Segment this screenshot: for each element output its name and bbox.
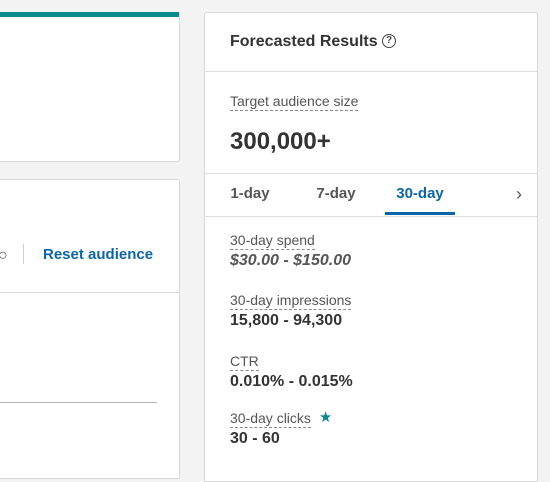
metric-impressions-label: 30-day impressions <box>230 292 352 310</box>
metric-spend-label: 30-day spend <box>230 232 315 250</box>
chevron-right-icon[interactable]: › <box>516 184 522 204</box>
target-audience-size-value: 300,000+ <box>230 128 331 155</box>
metric-impressions-value: 15,800 - 94,300 <box>230 312 343 329</box>
metric-ctr-value: 0.010% - 0.015% <box>230 373 353 390</box>
cropped-icon: ○ <box>0 247 8 264</box>
metric-clicks-label: 30-day clicks <box>230 410 311 428</box>
vertical-divider <box>23 244 24 264</box>
left-top-card <box>0 12 180 162</box>
metric-clicks: 30-day clicks ★ 30 - 60 <box>230 410 332 448</box>
tab-1-day[interactable]: 1-day <box>230 185 270 202</box>
input-underline[interactable] <box>0 402 157 403</box>
card-accent-bar <box>0 12 179 17</box>
metric-clicks-value: 30 - 60 <box>230 430 280 447</box>
target-audience-size-label: Target audience size <box>230 93 359 111</box>
metric-ctr: CTR 0.010% - 0.015% <box>230 353 353 391</box>
metric-spend-value: $30.00 - $150.00 <box>230 252 351 269</box>
section-divider <box>0 292 179 293</box>
forecasted-results-panel: Forecasted Results ? Target audience siz… <box>204 12 538 482</box>
star-icon: ★ <box>318 409 333 426</box>
panel-title: Forecasted Results <box>230 33 378 50</box>
question-circle-icon[interactable]: ? <box>382 34 396 48</box>
metric-impressions: 30-day impressions 15,800 - 94,300 <box>230 292 352 330</box>
audience-card: ○ Reset audience <box>0 179 180 479</box>
tab-30-day[interactable]: 30-day <box>385 174 455 215</box>
tab-7-day[interactable]: 7-day <box>316 185 356 202</box>
forecast-period-tabs: 1-day 7-day 30-day › <box>205 173 537 217</box>
metric-spend: 30-day spend $30.00 - $150.00 <box>230 232 351 270</box>
metric-ctr-label: CTR <box>230 353 259 371</box>
panel-header: Forecasted Results ? <box>205 13 537 72</box>
reset-audience-link[interactable]: Reset audience <box>43 246 154 263</box>
